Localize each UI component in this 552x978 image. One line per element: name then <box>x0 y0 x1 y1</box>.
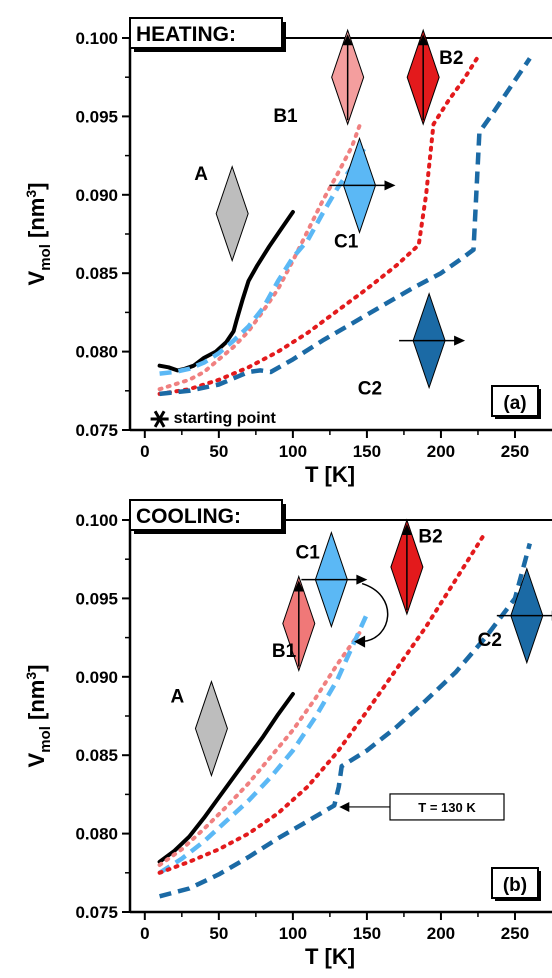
y-label-exp: 3 <box>23 190 39 198</box>
y-tick-label: 0.075 <box>75 903 118 922</box>
y-tick-label: 0.090 <box>75 668 118 687</box>
arrowhead <box>356 574 368 585</box>
panel-label-box <box>491 867 539 899</box>
series-label-c2: C2 <box>478 630 502 651</box>
y-label-sub: mol <box>37 726 54 753</box>
series-label-c2: C2 <box>358 379 382 400</box>
diamond-icon-b2 <box>406 28 440 126</box>
diamond-icon-c2 <box>496 567 552 665</box>
curved-arrowhead <box>354 635 366 648</box>
diamond-icon-a <box>194 679 228 778</box>
series-line-a <box>157 692 295 864</box>
arrowhead <box>418 34 429 46</box>
chart-title: COOLING: <box>136 505 241 528</box>
starting-point-label: starting point <box>174 410 277 427</box>
starting-point-marker <box>150 410 169 428</box>
y-label-unit: [nm <box>24 198 49 244</box>
x-tick-label: 100 <box>279 442 307 461</box>
y-label-unit: [nm <box>24 680 49 726</box>
y-tick-label: 0.085 <box>75 746 118 765</box>
diamond-icon-b1 <box>282 574 316 673</box>
y-tick-label: 0.095 <box>75 589 118 608</box>
y-tick-label: 0.080 <box>75 343 118 362</box>
series-label-c1: C1 <box>296 542 321 563</box>
diamond-shape <box>215 165 249 263</box>
x-tick-label: 150 <box>353 442 381 461</box>
arrowhead <box>454 335 466 346</box>
arrowhead <box>342 34 353 46</box>
x-tick-label: 150 <box>353 924 381 943</box>
panel-label-box <box>491 385 539 417</box>
y-tick-label: 0.075 <box>75 421 118 440</box>
x-tick-label: 200 <box>427 924 455 943</box>
y-tick-label: 0.100 <box>75 511 118 530</box>
title-box <box>129 17 283 49</box>
series-line-c2 <box>159 542 532 899</box>
panel-label: (b) <box>503 875 527 896</box>
series-line-c2 <box>159 57 532 397</box>
x-tick-label: 100 <box>279 924 307 943</box>
y-tick-label: 0.085 <box>75 264 118 283</box>
x-tick-label: 250 <box>501 924 529 943</box>
title-box <box>129 499 283 531</box>
y-tick-label: 0.100 <box>75 29 118 48</box>
x-tick-label: 50 <box>209 924 228 943</box>
y-axis-label: Vmol [nm3] <box>23 665 54 768</box>
panel-label: (a) <box>503 393 526 414</box>
y-tick-label: 0.095 <box>75 107 118 126</box>
series-label-b1: B1 <box>272 641 297 662</box>
curved-arrow <box>361 582 389 643</box>
y-tick-label: 0.080 <box>75 825 118 844</box>
series-label-a: A <box>194 164 208 185</box>
x-tick-label: 200 <box>427 442 455 461</box>
x-axis-label: T [K] <box>305 944 355 969</box>
x-tick-label: 0 <box>140 924 149 943</box>
x-axis-label: T [K] <box>305 462 355 487</box>
x-tick-label: 0 <box>140 442 149 461</box>
series-line-c1 <box>158 613 369 875</box>
series-label-a: A <box>171 687 185 708</box>
y-tick-label: 0.090 <box>75 186 118 205</box>
y-label-main: V <box>24 270 49 285</box>
series-line-c1 <box>159 143 369 376</box>
x-tick-label: 250 <box>501 442 529 461</box>
arrowhead <box>384 180 396 191</box>
series-line-b1 <box>157 123 362 392</box>
y-label-exp: 3 <box>23 672 39 680</box>
diamond-icon-c2 <box>399 292 466 390</box>
series-label-b2: B2 <box>418 527 442 548</box>
diamond-icon-c1 <box>301 531 368 629</box>
annotation-label: T = 130 K <box>418 800 476 815</box>
series-label-b2: B2 <box>439 48 463 69</box>
arrowhead <box>401 524 412 536</box>
annotation-arrowhead <box>339 801 350 812</box>
diamond-icon-b1 <box>331 28 365 126</box>
series-line-b2 <box>157 530 488 875</box>
series-label-b1: B1 <box>273 106 298 127</box>
diamond-icon-a <box>215 165 249 263</box>
annotation-box <box>389 793 505 821</box>
y-label-close: ] <box>24 183 49 190</box>
y-label-sub: mol <box>37 244 54 271</box>
chart-panel-heating: 0.075 0.080 0.085 0.090 0.095 0.100 0 50 100 150 2… <box>23 17 552 487</box>
y-axis-label: Vmol [nm3] <box>23 183 54 286</box>
asterisk-stroke <box>153 410 166 428</box>
series-line-b2 <box>157 54 480 396</box>
y-label-close: ] <box>24 665 49 672</box>
series-label-c1: C1 <box>334 231 359 252</box>
diamond-icon-b2 <box>390 518 424 616</box>
diamond-shape <box>194 679 228 778</box>
series-line-b1 <box>157 630 362 867</box>
chart-panel-cooling: 0.075 0.080 0.085 0.090 0.095 0.100 0 50 100 150 2… <box>23 499 552 969</box>
chart-title: HEATING: <box>136 23 236 46</box>
y-label-main: V <box>24 752 49 767</box>
diamond-icon-c1 <box>329 136 396 234</box>
arrowhead <box>293 580 304 592</box>
x-tick-label: 50 <box>209 442 228 461</box>
